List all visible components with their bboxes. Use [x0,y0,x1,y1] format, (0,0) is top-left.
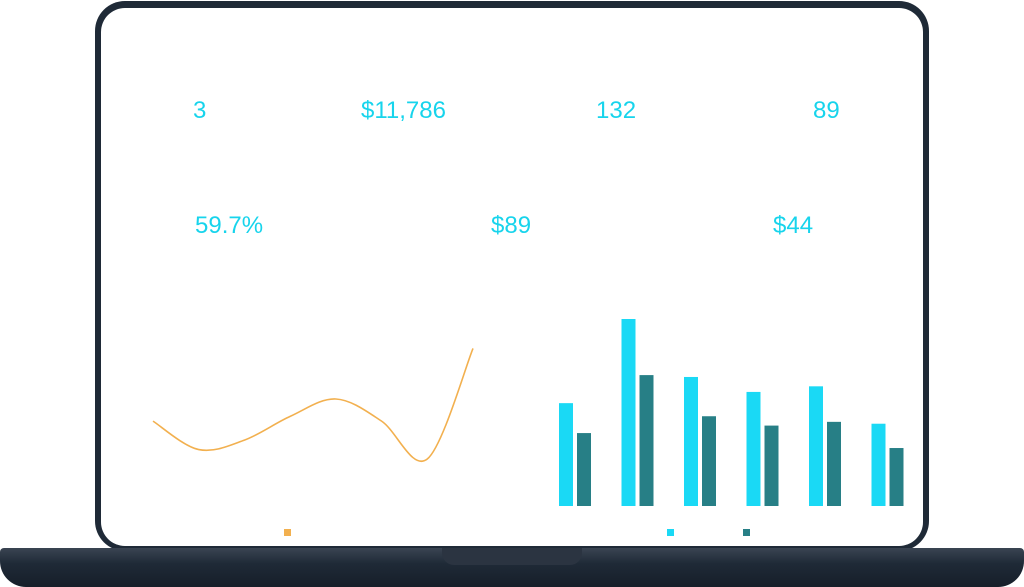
bar-series2-3 [702,416,716,506]
metric-value-5: 59.7% [195,212,264,239]
line-series-path [152,348,474,463]
metric-value-1: 3 [193,97,207,124]
metric-value-4: 89 [813,97,840,124]
bar-series2-6 [889,448,904,506]
bar-chart [559,319,904,506]
metric-value-6: $89 [491,212,532,239]
bar-series1-2 [621,319,636,506]
bar-series2-4 [764,425,779,506]
bar-series2-1 [577,433,591,506]
bar-legend-marker-1 [667,529,674,536]
bar-series1-6 [871,423,886,506]
laptop-notch [442,548,582,565]
metric-value-2: $11,786 [361,97,446,124]
bar-series1-5 [809,386,823,506]
dashboard-screen: 3 $11,786 132 89 59.7% $89 $44 [101,8,923,546]
charts-canvas [152,319,904,506]
bar-series1-1 [559,403,573,506]
bar-series2-5 [827,421,841,506]
bar-series1-3 [684,376,698,506]
line-legend-marker [284,529,291,536]
metric-value-3: 132 [596,97,637,124]
bar-series1-4 [746,391,761,506]
bar-series2-2 [639,375,654,506]
bar-legend-marker-2 [743,529,750,536]
metric-value-7: $44 [773,212,814,239]
